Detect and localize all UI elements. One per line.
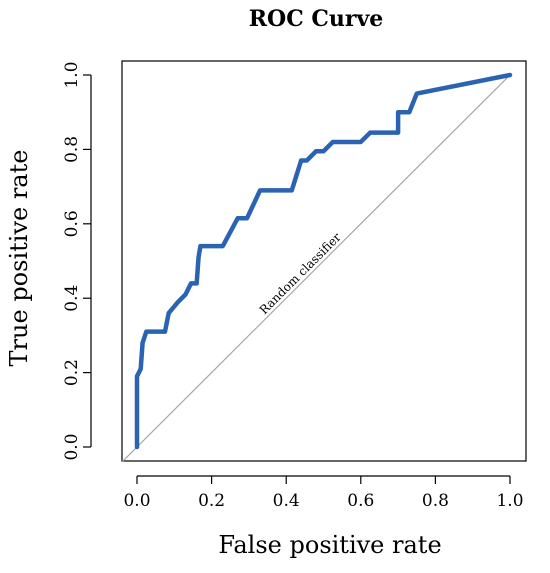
chart-title: ROC Curve [249, 6, 384, 32]
y-tick-label: 0.4 [62, 285, 82, 312]
x-tick-label: 0.6 [347, 491, 374, 511]
y-axis-label: True positive rate [5, 150, 33, 367]
x-tick-label: 0.0 [123, 491, 150, 511]
random-classifier-line [121, 74, 511, 463]
y-tick-label: 0.6 [62, 210, 82, 237]
x-tick-label: 0.2 [198, 491, 225, 511]
y-tick-label: 1.0 [62, 61, 82, 88]
x-tick-label: 1.0 [496, 491, 523, 511]
x-tick-label: 0.8 [422, 491, 449, 511]
random-classifier-annotation: Random classifier [257, 230, 344, 317]
y-tick-label: 0.0 [62, 433, 82, 460]
y-tick-label: 0.8 [62, 136, 82, 163]
x-axis: 0.0 0.2 0.4 0.6 0.8 1.0 [123, 475, 524, 511]
y-tick-label: 0.2 [62, 359, 82, 386]
series-layer [121, 72, 513, 463]
x-tick-label: 0.4 [273, 491, 300, 511]
x-axis-label: False positive rate [218, 531, 441, 559]
y-axis: 0.0 0.2 0.4 0.6 0.8 1.0 [62, 61, 92, 461]
plot-frame [121, 60, 527, 462]
roc-curve-line [134, 72, 513, 450]
